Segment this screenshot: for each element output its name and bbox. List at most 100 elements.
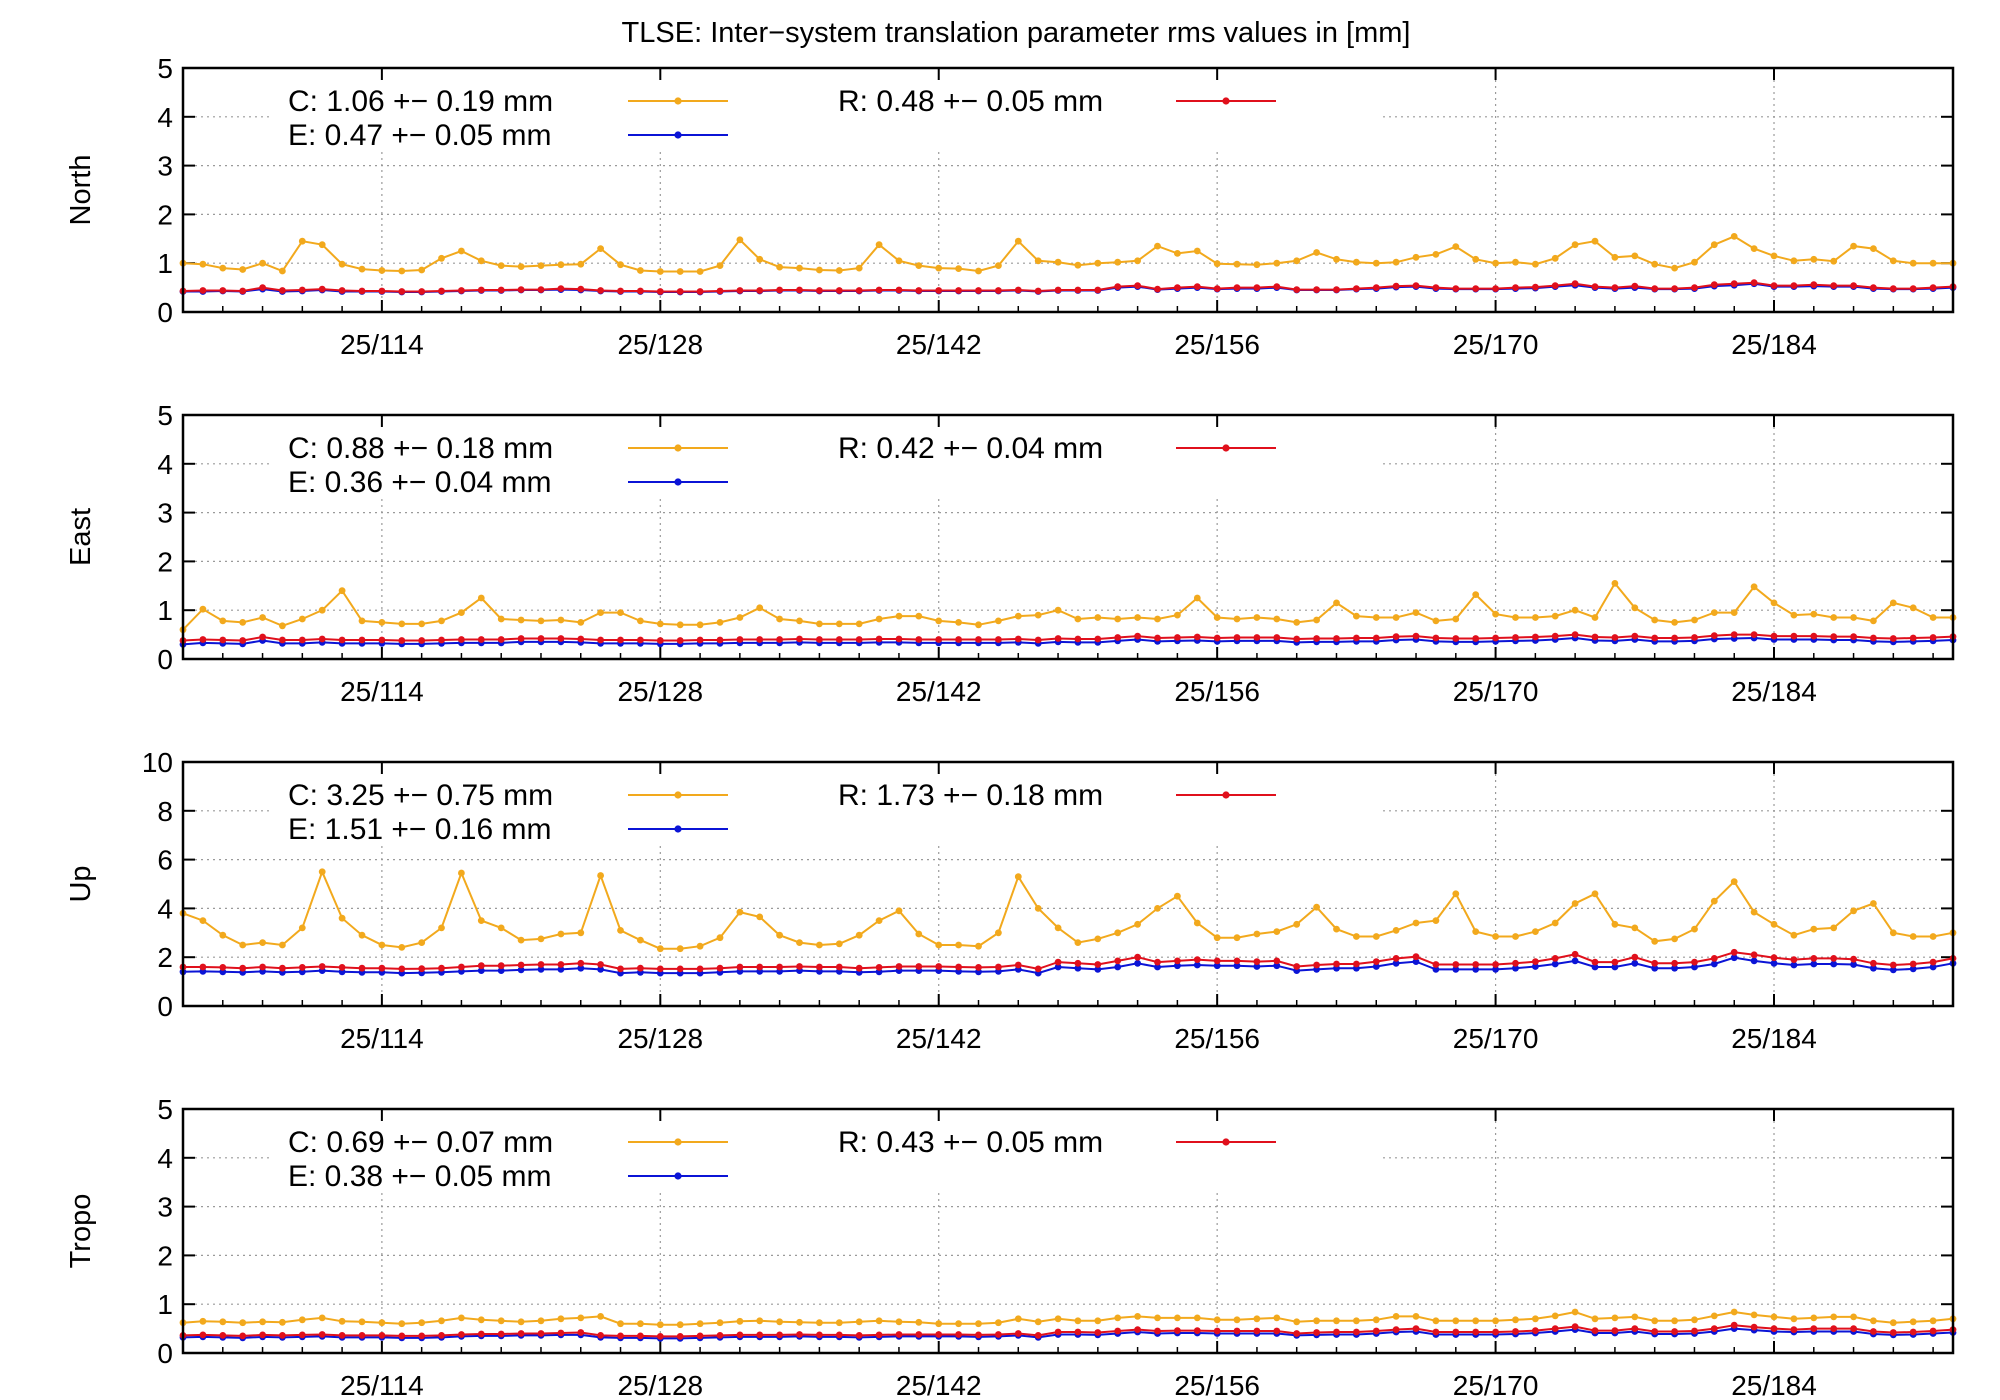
data-point-C	[1014, 1315, 1022, 1323]
data-point-R	[676, 637, 684, 644]
legend-label-C: C: 3.25 +− 0.75 mm	[288, 779, 553, 812]
data-point-R	[716, 964, 724, 972]
data-point-C	[1313, 249, 1320, 256]
data-point-C	[1770, 252, 1778, 260]
data-point-R	[1551, 1325, 1559, 1332]
data-point-R	[259, 963, 266, 971]
data-point-C	[1651, 1317, 1659, 1325]
y-axis-label: Tropo	[65, 1194, 97, 1269]
data-point-R	[1770, 632, 1778, 640]
data-point-E	[1671, 964, 1678, 972]
data-point-C	[637, 936, 644, 944]
data-point-C	[975, 942, 982, 950]
data-point-C	[915, 930, 923, 938]
data-point-R	[458, 963, 465, 971]
data-point-C	[1432, 1317, 1440, 1325]
data-point-R	[577, 959, 585, 967]
data-point-R	[1233, 1327, 1241, 1335]
x-tick-label: 25/170	[1453, 1023, 1539, 1054]
panel-up: 0 2 4 6 8 10 25/114 25/128 25/142 25/156 25/170 25/…	[65, 747, 1957, 1054]
data-point-C	[855, 931, 863, 939]
data-point-R	[1870, 634, 1877, 642]
data-point-C	[1213, 260, 1221, 268]
data-point-C	[1353, 1317, 1360, 1325]
data-point-E	[1392, 959, 1400, 967]
data-point-R	[895, 635, 903, 643]
data-point-C	[418, 939, 426, 946]
data-point-R	[1611, 958, 1619, 966]
data-point-C	[1452, 615, 1460, 623]
x-tick-label: 25/170	[1453, 329, 1539, 360]
data-point-C	[1273, 615, 1281, 623]
data-point-C	[1014, 873, 1022, 881]
data-point-R	[358, 636, 366, 644]
data-point-C	[1929, 1317, 1937, 1325]
data-point-C	[796, 264, 803, 272]
data-point-R	[1293, 1330, 1301, 1337]
data-point-R	[378, 636, 386, 644]
data-point-R	[1392, 282, 1400, 290]
data-point-R	[736, 287, 744, 294]
data-point-C	[895, 257, 903, 265]
data-point-C	[855, 620, 863, 628]
data-point-R	[796, 963, 803, 970]
data-point-C	[259, 939, 266, 946]
data-point-R	[1830, 1325, 1838, 1332]
data-point-E	[1372, 963, 1380, 970]
data-point-R	[239, 637, 247, 644]
data-point-E	[1551, 960, 1559, 968]
data-point-C	[438, 1317, 445, 1325]
legend-background	[273, 1115, 1383, 1189]
data-point-C	[1611, 1314, 1619, 1322]
legend-label-C: C: 1.06 +− 0.19 mm	[288, 85, 553, 118]
data-point-C	[338, 587, 346, 595]
data-point-R	[537, 286, 545, 293]
data-point-E	[1452, 966, 1460, 973]
data-point-R	[477, 1330, 485, 1338]
data-point-C	[219, 617, 227, 625]
data-point-C	[1213, 1316, 1221, 1324]
data-point-C	[676, 268, 684, 275]
data-point-R	[617, 965, 624, 973]
data-point-R	[219, 1332, 227, 1339]
data-point-C	[398, 620, 406, 628]
data-point-C	[1631, 252, 1639, 260]
data-point-C	[756, 255, 764, 263]
data-point-R	[1114, 1327, 1122, 1335]
data-point-C	[378, 619, 386, 626]
data-point-C	[1492, 1317, 1499, 1325]
x-tick-label: 25/156	[1174, 1370, 1260, 1400]
data-point-C	[1770, 920, 1778, 928]
data-point-R	[855, 287, 863, 294]
data-point-R	[1054, 286, 1062, 294]
panel-east: 0 1 2 3 4 5 25/114 25/128 25/142 25/156 25/170 25/1…	[65, 400, 1957, 707]
data-point-E	[1929, 963, 1937, 971]
data-point-C	[716, 619, 724, 626]
legend-label-E: E: 0.47 +− 0.05 mm	[288, 119, 551, 152]
data-point-R	[835, 963, 843, 971]
data-point-C	[1014, 237, 1022, 245]
data-point-C	[1273, 1314, 1281, 1322]
series-line-R	[182, 633, 1954, 642]
data-point-R	[1472, 961, 1480, 968]
data-point-R	[318, 1331, 326, 1338]
data-point-R	[1909, 634, 1917, 642]
panel-north: 0 1 2 3 4 5 25/114 25/128 25/142 25/156 25/170 25/1…	[65, 53, 1957, 360]
data-point-C	[617, 261, 624, 269]
x-tick-label: 25/184	[1731, 329, 1817, 360]
data-point-R	[617, 1332, 624, 1340]
data-point-C	[537, 262, 545, 269]
data-point-R	[298, 636, 306, 644]
data-point-C	[597, 609, 604, 616]
data-point-R	[1273, 283, 1281, 290]
data-point-C	[1651, 260, 1659, 268]
data-point-C	[1074, 261, 1082, 269]
data-point-C	[1611, 920, 1619, 928]
data-point-R	[259, 633, 266, 641]
data-point-C	[1710, 241, 1718, 249]
data-point-E	[1253, 963, 1261, 970]
data-point-C	[1114, 258, 1122, 266]
data-point-R	[1094, 961, 1102, 968]
data-point-C	[835, 267, 843, 274]
data-point-C	[656, 945, 664, 953]
